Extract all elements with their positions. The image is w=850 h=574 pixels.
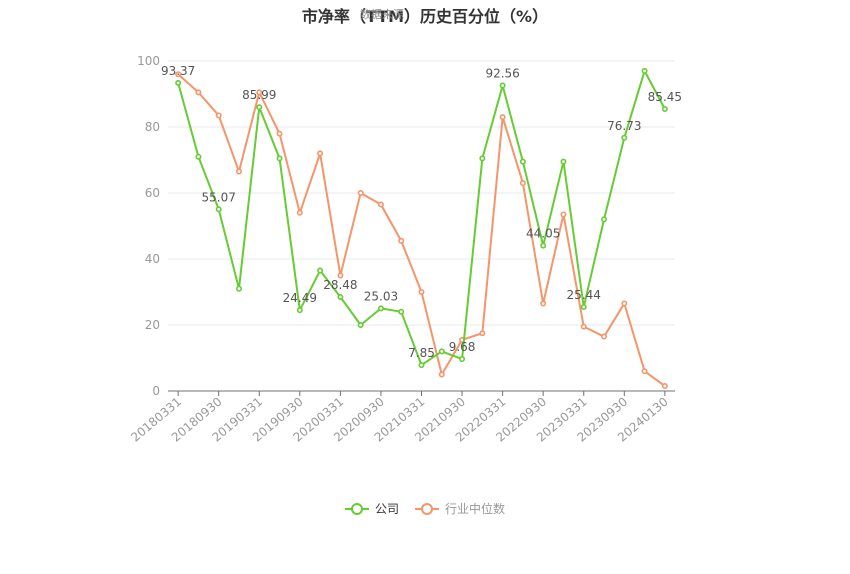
y-tick-label: 0 xyxy=(152,384,160,398)
data-point-industry xyxy=(235,168,242,175)
data-point-industry xyxy=(215,112,222,119)
y-tick-label: 80 xyxy=(145,120,160,134)
data-point-company xyxy=(235,285,242,292)
data-point-company xyxy=(296,307,303,314)
data-point-industry xyxy=(661,383,668,390)
data-label: 7.85 xyxy=(408,346,435,360)
data-label: 85.45 xyxy=(648,90,682,104)
data-label: 76.73 xyxy=(607,119,641,133)
data-point-company xyxy=(499,82,506,89)
data-point-industry xyxy=(519,180,526,187)
data-label: 44.05 xyxy=(526,227,560,241)
data-label: 92.56 xyxy=(485,67,519,81)
data-point-company xyxy=(438,348,445,355)
data-point-company xyxy=(195,153,202,160)
data-point-industry xyxy=(621,300,628,307)
data-point-company xyxy=(459,356,466,363)
data-point-industry xyxy=(317,150,324,157)
series-line-company xyxy=(177,69,666,367)
data-label: 25.03 xyxy=(364,289,398,303)
data-point-industry xyxy=(641,368,648,375)
data-point-company xyxy=(317,267,324,274)
data-label: 9.68 xyxy=(449,340,476,354)
data-point-company xyxy=(580,304,587,311)
data-point-industry xyxy=(337,272,344,279)
data-point-industry xyxy=(438,371,445,378)
data-point-company xyxy=(337,294,344,301)
y-tick-label: 20 xyxy=(145,318,160,332)
data-label: 93.37 xyxy=(161,64,195,78)
legend-item-company[interactable]: 公司 xyxy=(344,500,399,517)
data-point-company xyxy=(661,106,668,113)
data-point-company xyxy=(621,134,628,141)
y-tick-label: 60 xyxy=(145,186,160,200)
y-tick-label: 100 xyxy=(137,54,160,68)
data-point-company xyxy=(540,242,547,249)
y-tick-label: 40 xyxy=(145,252,160,266)
data-point-company xyxy=(560,158,567,165)
data-point-company xyxy=(215,206,222,213)
data-point-company xyxy=(641,67,648,74)
data-point-industry xyxy=(195,89,202,96)
data-point-industry xyxy=(296,209,303,216)
data-point-company xyxy=(601,216,608,223)
data-point-company xyxy=(276,155,283,162)
legend-company-marker-icon xyxy=(344,502,369,516)
legend-industry-label: 行业中位数 xyxy=(445,502,506,516)
data-label: 85.99 xyxy=(242,88,276,102)
data-point-industry xyxy=(256,89,263,96)
chart-title: 市净率（TTM）历史百分位（%） xyxy=(301,7,549,26)
data-point-company xyxy=(175,79,182,86)
watermark: 数据来源 xyxy=(360,8,404,21)
data-point-industry xyxy=(175,71,182,78)
legend-company-label: 公司 xyxy=(374,502,399,516)
data-point-industry xyxy=(418,288,425,295)
data-point-company xyxy=(479,155,486,162)
data-point-industry xyxy=(357,190,364,197)
legend-industry-marker-icon xyxy=(415,502,439,516)
data-point-company xyxy=(398,308,405,315)
data-point-industry xyxy=(540,300,547,307)
data-point-industry xyxy=(499,114,506,121)
chart-legend: 公司 行业中位数 xyxy=(0,500,850,517)
data-point-industry xyxy=(560,211,567,218)
data-point-company xyxy=(377,305,384,312)
data-point-industry xyxy=(398,237,405,244)
series-line-industry xyxy=(177,73,666,387)
data-label: 55.07 xyxy=(202,190,236,204)
data-label: 25.44 xyxy=(567,288,601,302)
data-label: 24.49 xyxy=(283,291,317,305)
data-label: 28.48 xyxy=(323,278,357,292)
legend-item-industry[interactable]: 行业中位数 xyxy=(415,500,505,517)
data-point-company xyxy=(256,104,263,111)
data-point-company xyxy=(519,158,526,165)
data-point-industry xyxy=(601,333,608,340)
data-point-company xyxy=(418,362,425,369)
data-point-industry xyxy=(276,130,283,137)
data-point-industry xyxy=(479,330,486,337)
data-point-industry xyxy=(377,201,384,208)
data-point-industry xyxy=(580,323,587,330)
data-point-company xyxy=(357,321,364,328)
